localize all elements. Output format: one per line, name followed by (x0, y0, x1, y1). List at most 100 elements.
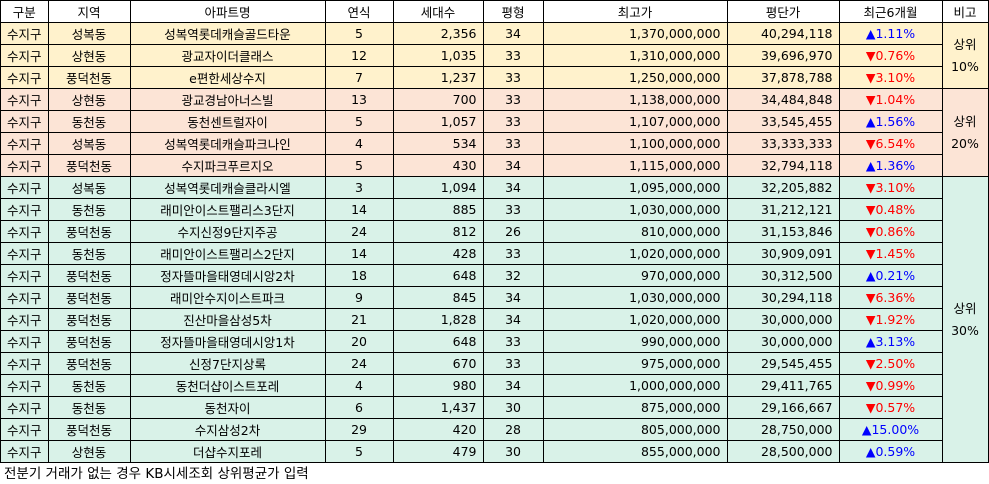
apartment-price-table: 구분 지역 아파트명 연식 세대수 평형 최고가 평단가 최근6개월 비고 수지… (0, 0, 989, 463)
cell-max-price: 1,370,000,000 (542, 22, 728, 45)
cell-households: 648 (392, 264, 484, 287)
cell-age: 7 (324, 66, 394, 89)
cell-unit-price: 30,000,000 (726, 308, 840, 331)
cell-households: 980 (392, 374, 484, 397)
cell-recent-change: ▼3.10% (838, 176, 943, 199)
cell-max-price: 805,000,000 (542, 418, 728, 441)
table-row: 수지구 상현동 광교자이더클래스 12 1,035 33 1,310,000,000 39,6… (0, 44, 989, 67)
cell-category: 수지구 (0, 440, 49, 463)
up-arrow-icon: ▲ (865, 26, 876, 41)
cell-households: 812 (392, 220, 484, 243)
cell-recent-change: ▼0.57% (838, 396, 943, 419)
group-note: 상위 10% (941, 22, 989, 89)
cell-size: 34 (482, 308, 544, 331)
cell-size: 33 (482, 44, 544, 67)
cell-unit-price: 39,696,970 (726, 44, 840, 67)
cell-region: 성복동 (47, 132, 131, 155)
cell-age: 13 (324, 88, 394, 111)
cell-max-price: 1,000,000,000 (542, 374, 728, 397)
down-arrow-icon: ▼ (865, 92, 876, 107)
cell-category: 수지구 (0, 110, 49, 133)
cell-recent-change: ▼0.86% (838, 220, 943, 243)
cell-region: 풍덕천동 (47, 330, 131, 353)
cell-apartment: 성복역롯데캐슬클라시엘 (129, 176, 326, 199)
cell-age: 20 (324, 330, 394, 353)
down-arrow-icon: ▼ (865, 202, 876, 217)
cell-region: 동천동 (47, 110, 131, 133)
change-percent: 3.13% (875, 334, 916, 349)
change-percent: 1.36% (875, 158, 916, 173)
cell-category: 수지구 (0, 330, 49, 353)
cell-max-price: 875,000,000 (542, 396, 728, 419)
cell-households: 1,828 (392, 308, 484, 331)
cell-apartment: 수지삼성2차 (129, 418, 326, 441)
cell-region: 상현동 (47, 44, 131, 67)
cell-max-price: 1,115,000,000 (542, 154, 728, 177)
cell-region: 성복동 (47, 22, 131, 45)
cell-age: 5 (324, 110, 394, 133)
cell-region: 성복동 (47, 176, 131, 199)
down-arrow-icon: ▼ (865, 356, 876, 371)
change-percent: 1.11% (875, 26, 916, 41)
cell-apartment: e편한세상수지 (129, 66, 326, 89)
cell-households: 479 (392, 440, 484, 463)
change-percent: 3.10% (875, 70, 916, 85)
cell-apartment: 광교자이더클래스 (129, 44, 326, 67)
change-percent: 0.86% (875, 224, 916, 239)
cell-region: 동천동 (47, 396, 131, 419)
down-arrow-icon: ▼ (865, 378, 876, 393)
cell-category: 수지구 (0, 44, 49, 67)
table-row: 수지구 풍덕천동 정자뜰마을태영데시앙2차 18 648 32 970,000,000 30,… (0, 264, 989, 287)
cell-max-price: 855,000,000 (542, 440, 728, 463)
cell-age: 24 (324, 352, 394, 375)
cell-unit-price: 40,294,118 (726, 22, 840, 45)
cell-recent-change: ▼1.92% (838, 308, 943, 331)
table-row: 수지구 풍덕천동 수지신정9단지주공 24 812 26 810,000,000 31,153… (0, 220, 989, 243)
change-percent: 0.99% (875, 378, 916, 393)
cell-apartment: 래미안이스트팰리스2단지 (129, 242, 326, 265)
cell-max-price: 1,030,000,000 (542, 198, 728, 221)
cell-households: 1,035 (392, 44, 484, 67)
cell-age: 5 (324, 22, 394, 45)
table-row: 수지구 동천동 래미안이스트팰리스2단지 14 428 33 1,020,000,000 30… (0, 242, 989, 265)
cell-unit-price: 31,153,846 (726, 220, 840, 243)
cell-size: 34 (482, 286, 544, 309)
cell-households: 1,437 (392, 396, 484, 419)
cell-recent-change: ▼1.04% (838, 88, 943, 111)
cell-households: 845 (392, 286, 484, 309)
cell-age: 9 (324, 286, 394, 309)
table-row: 수지구 동천동 동천센트럴자이 5 1,057 33 1,107,000,000 33,545… (0, 110, 989, 133)
group-note: 상위 30% (941, 176, 989, 463)
col-header-recent-change: 최근6개월 (838, 0, 943, 23)
cell-recent-change: ▲1.36% (838, 154, 943, 177)
cell-max-price: 1,310,000,000 (542, 44, 728, 67)
cell-region: 풍덕천동 (47, 66, 131, 89)
table-row: 수지구 풍덕천동 수지삼성2차 29 420 28 805,000,000 28,750,00… (0, 418, 989, 441)
cell-age: 14 (324, 198, 394, 221)
cell-max-price: 975,000,000 (542, 352, 728, 375)
cell-category: 수지구 (0, 418, 49, 441)
cell-category: 수지구 (0, 396, 49, 419)
change-percent: 0.76% (875, 48, 916, 63)
change-percent: 1.04% (875, 92, 916, 107)
cell-apartment: 동천자이 (129, 396, 326, 419)
cell-max-price: 1,030,000,000 (542, 286, 728, 309)
cell-apartment: 성복역롯데캐슬파크나인 (129, 132, 326, 155)
table-row: 수지구 동천동 동천더샵이스트포레 4 980 34 1,000,000,000 29,411… (0, 374, 989, 397)
cell-age: 24 (324, 220, 394, 243)
cell-max-price: 810,000,000 (542, 220, 728, 243)
cell-region: 풍덕천동 (47, 220, 131, 243)
cell-size: 28 (482, 418, 544, 441)
cell-category: 수지구 (0, 242, 49, 265)
cell-households: 1,057 (392, 110, 484, 133)
cell-apartment: 래미안이스트팰리스3단지 (129, 198, 326, 221)
cell-unit-price: 30,909,091 (726, 242, 840, 265)
cell-apartment: 정자뜰마을태영데시앙1차 (129, 330, 326, 353)
table-row: 수지구 동천동 동천자이 6 1,437 30 875,000,000 29,166,667 ▼… (0, 396, 989, 419)
col-header-unit-price: 평단가 (726, 0, 840, 23)
cell-unit-price: 29,545,455 (726, 352, 840, 375)
cell-max-price: 970,000,000 (542, 264, 728, 287)
table-row: 수지구 성복동 성복역롯데캐슬골드타운 5 2,356 34 1,370,000,000 40… (0, 22, 989, 89)
header-row: 구분 지역 아파트명 연식 세대수 평형 최고가 평단가 최근6개월 비고 (0, 0, 989, 23)
cell-region: 풍덕천동 (47, 286, 131, 309)
